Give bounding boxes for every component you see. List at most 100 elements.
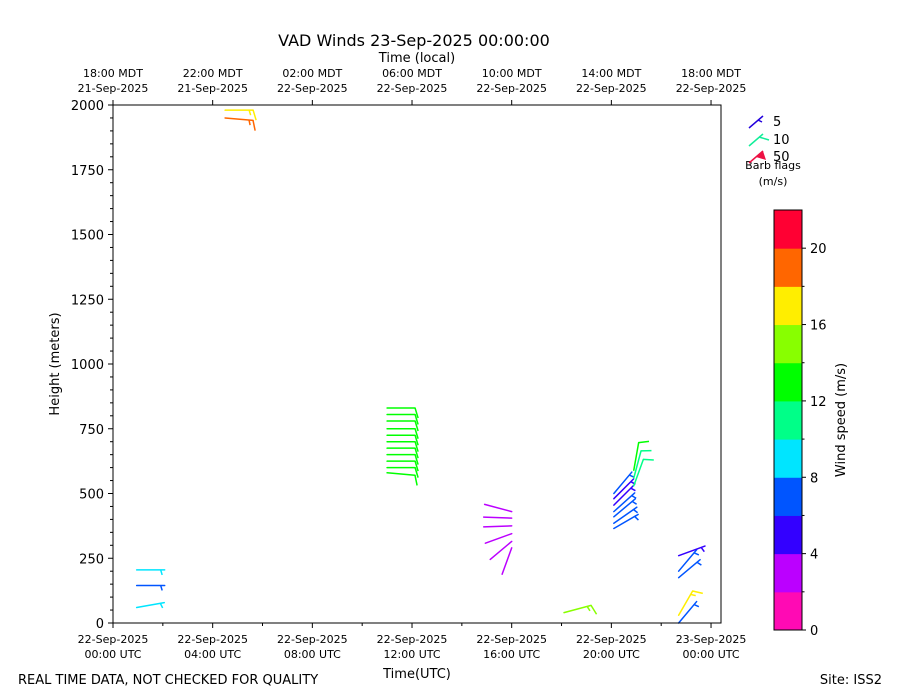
top-tick-label-date: 22-Sep-2025: [576, 82, 647, 95]
legend-label: 50: [773, 150, 790, 165]
x-axis-label: Time(UTC): [382, 667, 451, 682]
wind-barb-half: [631, 500, 638, 505]
top-tick-label-date: 22-Sep-2025: [377, 82, 448, 95]
wind-barb-shaft: [224, 117, 254, 122]
wind-barb: [633, 440, 650, 471]
wind-barb-shaft: [613, 492, 636, 513]
wind-barb: [633, 449, 652, 479]
wind-barb-shaft: [483, 503, 513, 513]
colorbar: Wind speed (m/s) 0 4 8 12 16 20: [773, 209, 849, 639]
y-tick-label: 1250: [71, 293, 104, 308]
wind-barb: [386, 428, 419, 439]
wind-barb-shaft: [677, 545, 706, 557]
colorbar-segment: [774, 477, 802, 516]
footer-disclaimer: REAL TIME DATA, NOT CHECKED FOR QUALITY: [18, 673, 319, 688]
y-axis-label: Height (meters): [48, 312, 63, 415]
top-tick-label-time: 22:00 MDT: [183, 67, 243, 80]
wind-barb-half: [631, 494, 637, 499]
wind-barb-half: [159, 585, 163, 591]
wind-barb-shaft: [677, 590, 694, 616]
x-tick-label-date: 22-Sep-2025: [277, 633, 348, 646]
wind-barb: [677, 549, 700, 572]
wind-barb-full: [414, 428, 419, 439]
wind-barb-shaft: [501, 547, 513, 575]
x-tick-label-date: 22-Sep-2025: [177, 633, 248, 646]
wind-barb: [613, 506, 639, 525]
x-tick-label-time: 04:00 UTC: [184, 648, 241, 661]
wind-barb-full: [252, 109, 257, 121]
colorbar-tick-label: 12: [810, 395, 827, 410]
colorbar-label: Wind speed (m/s): [834, 363, 849, 477]
legend-barb-shaft: [748, 115, 764, 129]
wind-barb-shaft: [484, 532, 513, 544]
legend-label: 10: [773, 133, 790, 148]
colorbar-frame: [773, 209, 803, 631]
wind-barb: [613, 492, 637, 513]
colorbar-segment: [774, 553, 802, 593]
wind-barb-shaft: [135, 601, 165, 609]
wind-barb-full: [414, 407, 419, 419]
wind-barb-shaft: [633, 441, 640, 471]
footer-site: Site: ISS2: [819, 673, 882, 688]
colorbar-tick-label: 0: [810, 624, 818, 639]
y-tick-label: 0: [96, 617, 104, 632]
wind-barb: [224, 109, 257, 121]
wind-barb-half: [586, 606, 591, 612]
y-tick-label: 2000: [71, 99, 104, 114]
colorbar-segment: [774, 324, 802, 364]
x-tick-label-date: 22-Sep-2025: [576, 633, 647, 646]
wind-barb-full: [414, 447, 419, 459]
wind-barbs: [135, 109, 706, 624]
y-tick-label: 1750: [71, 164, 104, 179]
plot-frame: [112, 104, 722, 624]
wind-barb-half: [690, 593, 696, 597]
top-tick-label-time: 06:00 MDT: [382, 67, 442, 80]
wind-barb-shaft: [482, 516, 513, 519]
wind-barb-half: [159, 569, 163, 576]
top-tick-label-time: 14:00 MDT: [581, 67, 641, 80]
top-tick-label-date: 22-Sep-2025: [476, 82, 547, 95]
wind-barb-shaft: [677, 558, 701, 579]
wind-barb-shaft: [613, 513, 639, 530]
wind-barb-shaft: [482, 525, 513, 528]
colorbar-segment: [774, 591, 802, 631]
wind-barb: [386, 447, 419, 459]
colorbar-tick-label: 16: [810, 319, 827, 334]
wind-barb-full: [252, 120, 256, 131]
wind-barb-half: [634, 515, 639, 521]
wind-barb: [677, 558, 702, 579]
top-tick-label-time: 10:00 MDT: [482, 67, 542, 80]
wind-barb-full: [414, 414, 419, 425]
top-tick-label-date: 21-Sep-2025: [177, 82, 248, 95]
wind-barb: [677, 590, 703, 616]
top-tick-label-time: 18:00 MDT: [83, 67, 143, 80]
wind-barb-full: [414, 420, 419, 432]
legend-barb-shaft: [748, 133, 764, 147]
colorbar-segment: [774, 400, 802, 440]
colorbar-segment: [774, 362, 802, 402]
wind-barb: [483, 503, 513, 513]
wind-barb-shaft: [386, 472, 416, 476]
wind-barb-half: [700, 547, 705, 553]
wind-barb: [613, 513, 639, 530]
wind-barb: [386, 466, 419, 478]
colorbar-segment: [774, 248, 802, 287]
chart-title: VAD Winds 23-Sep-2025 00:00:00: [278, 31, 550, 50]
wind-barb: [677, 600, 700, 624]
wind-barb-shaft: [489, 540, 513, 561]
wind-barb: [224, 117, 256, 131]
legend-item: 50: [748, 150, 790, 165]
wind-barb-shaft: [633, 458, 645, 487]
wind-barb: [482, 525, 513, 528]
wind-barb-full: [643, 458, 654, 461]
top-tick-label-date: 21-Sep-2025: [78, 82, 149, 95]
wind-barb: [613, 471, 635, 495]
wind-barb-shaft: [613, 506, 638, 525]
wind-barb: [386, 440, 419, 452]
wind-barb-shaft: [613, 484, 635, 506]
wind-barb: [386, 420, 419, 432]
legend-barb-full: [758, 136, 770, 141]
axis-ticks: 0 250 500 750 1000 1250 1500 1750 2000 22-Sep-202…: [71, 67, 746, 661]
top-tick-label-date: 22-Sep-2025: [277, 82, 348, 95]
